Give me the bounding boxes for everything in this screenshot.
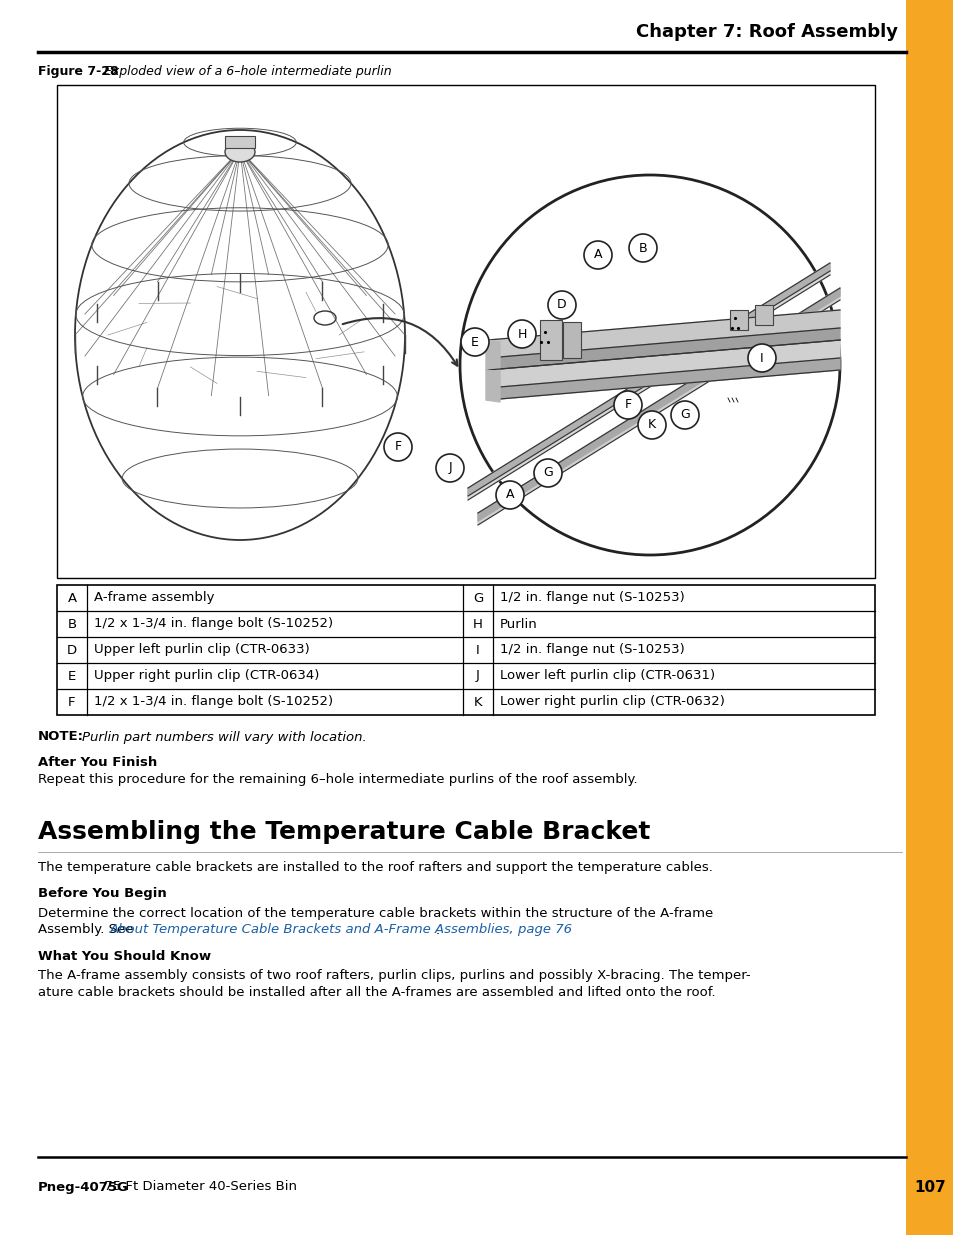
Text: Upper right purlin clip (CTR-0634): Upper right purlin clip (CTR-0634): [94, 669, 319, 683]
Text: .: .: [436, 924, 439, 936]
Polygon shape: [488, 340, 840, 388]
Text: The A-frame assembly consists of two roof rafters, purlin clips, purlins and pos: The A-frame assembly consists of two roo…: [38, 969, 750, 983]
Bar: [754, 305, 772, 325]
Text: Lower right purlin clip (CTR-0632): Lower right purlin clip (CTR-0632): [499, 695, 724, 709]
Circle shape: [547, 291, 576, 319]
Text: K: K: [647, 419, 656, 431]
Text: Repeat this procedure for the remaining 6–hole intermediate purlins of the roof : Repeat this procedure for the remaining …: [38, 773, 637, 787]
Text: B: B: [68, 618, 76, 631]
Bar: [57, 85, 874, 578]
Text: A: A: [68, 592, 76, 604]
Circle shape: [507, 320, 536, 348]
Text: Assembly. See: Assembly. See: [38, 924, 137, 936]
Polygon shape: [485, 370, 499, 403]
Polygon shape: [485, 340, 499, 372]
Text: H: H: [473, 618, 482, 631]
Polygon shape: [477, 288, 840, 521]
Bar: [562, 322, 580, 358]
Polygon shape: [477, 288, 840, 525]
Text: J: J: [476, 669, 479, 683]
Ellipse shape: [75, 130, 405, 540]
Text: Assembling the Temperature Cable Bracket: Assembling the Temperature Cable Bracket: [38, 820, 650, 844]
Text: 1/2 in. flange nut (S-10253): 1/2 in. flange nut (S-10253): [499, 592, 684, 604]
Text: F: F: [69, 695, 75, 709]
Text: A: A: [593, 248, 601, 262]
Text: G: G: [679, 409, 689, 421]
Text: I: I: [476, 643, 479, 657]
Text: Upper left purlin clip (CTR-0633): Upper left purlin clip (CTR-0633): [94, 643, 310, 657]
Text: G: G: [473, 592, 482, 604]
Circle shape: [384, 433, 412, 461]
Circle shape: [628, 233, 657, 262]
Circle shape: [614, 391, 641, 419]
Text: About Temperature Cable Brackets and A-Frame Assemblies, page 76: About Temperature Cable Brackets and A-F…: [110, 924, 572, 936]
Polygon shape: [468, 263, 829, 496]
Text: What You Should Know: What You Should Know: [38, 950, 211, 962]
Text: Figure 7-28: Figure 7-28: [38, 65, 123, 79]
Text: 75 Ft Diameter 40-Series Bin: 75 Ft Diameter 40-Series Bin: [100, 1181, 296, 1193]
Text: E: E: [68, 669, 76, 683]
Text: ature cable brackets should be installed after all the A-frames are assembled an: ature cable brackets should be installed…: [38, 986, 715, 999]
Circle shape: [436, 454, 463, 482]
Text: 1/2 x 1-3/4 in. flange bolt (S-10252): 1/2 x 1-3/4 in. flange bolt (S-10252): [94, 618, 333, 631]
Text: Purlin part numbers will vary with location.: Purlin part numbers will vary with locat…: [82, 730, 366, 743]
Text: Exploded view of a 6–hole intermediate purlin: Exploded view of a 6–hole intermediate p…: [104, 65, 392, 79]
Circle shape: [583, 241, 612, 269]
Text: K: K: [474, 695, 482, 709]
Ellipse shape: [459, 175, 840, 555]
Text: 107: 107: [913, 1179, 944, 1194]
Circle shape: [638, 411, 665, 438]
Bar: [57, 585, 874, 715]
Polygon shape: [488, 329, 840, 370]
Text: The temperature cable brackets are installed to the roof rafters and support the: The temperature cable brackets are insta…: [38, 862, 712, 874]
Text: F: F: [394, 441, 401, 453]
Bar: [905, 0, 953, 1235]
Polygon shape: [488, 358, 840, 400]
Text: After You Finish: After You Finish: [38, 756, 157, 768]
Text: A: A: [505, 489, 514, 501]
Polygon shape: [488, 310, 840, 358]
Polygon shape: [468, 263, 829, 500]
Text: D: D: [557, 299, 566, 311]
Text: Before You Begin: Before You Begin: [38, 888, 167, 900]
Text: 1/2 in. flange nut (S-10253): 1/2 in. flange nut (S-10253): [499, 643, 684, 657]
Bar: [539, 320, 561, 359]
Ellipse shape: [225, 142, 254, 162]
Text: J: J: [448, 462, 452, 474]
Text: G: G: [542, 467, 553, 479]
Circle shape: [496, 480, 523, 509]
Text: H: H: [517, 327, 526, 341]
Circle shape: [534, 459, 561, 487]
Text: Chapter 7: Roof Assembly: Chapter 7: Roof Assembly: [636, 23, 897, 41]
Text: F: F: [624, 399, 631, 411]
Text: E: E: [471, 336, 478, 348]
Text: Lower left purlin clip (CTR-0631): Lower left purlin clip (CTR-0631): [499, 669, 715, 683]
Text: D: D: [67, 643, 77, 657]
Circle shape: [670, 401, 699, 429]
Text: B: B: [638, 242, 647, 254]
Bar: [225, 136, 254, 148]
Bar: [729, 310, 747, 330]
Text: Determine the correct location of the temperature cable brackets within the stru: Determine the correct location of the te…: [38, 908, 713, 920]
Text: NOTE:: NOTE:: [38, 730, 84, 743]
Text: 1/2 x 1-3/4 in. flange bolt (S-10252): 1/2 x 1-3/4 in. flange bolt (S-10252): [94, 695, 333, 709]
Text: Purlin: Purlin: [499, 618, 537, 631]
Text: Pneg-4075G: Pneg-4075G: [38, 1181, 129, 1193]
Text: I: I: [760, 352, 763, 364]
Circle shape: [747, 345, 775, 372]
Text: A-frame assembly: A-frame assembly: [94, 592, 214, 604]
Circle shape: [460, 329, 489, 356]
